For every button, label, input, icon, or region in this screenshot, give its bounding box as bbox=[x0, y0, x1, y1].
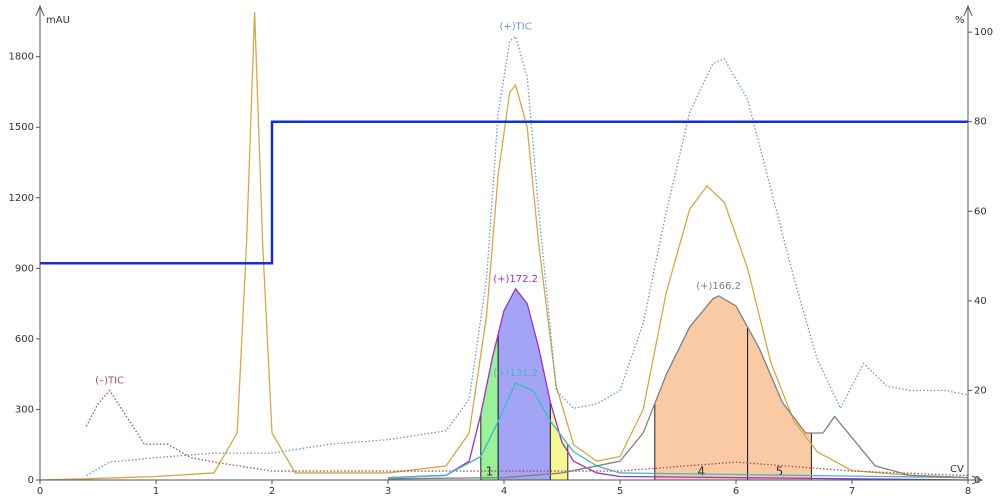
y-tick-label: 1800 bbox=[9, 52, 34, 63]
x-tick-label: 4 bbox=[501, 486, 507, 497]
y-tick-label: 900 bbox=[15, 263, 34, 274]
y-tick-label: 0 bbox=[28, 475, 34, 486]
series-line bbox=[86, 35, 969, 477]
series-line bbox=[387, 295, 969, 480]
x-axis-label: CV bbox=[950, 464, 964, 475]
series-line bbox=[85, 389, 969, 477]
series-line bbox=[387, 382, 969, 479]
y-tick-label: 1200 bbox=[9, 193, 34, 204]
x-tick-label: 3 bbox=[385, 486, 391, 497]
fraction-area bbox=[498, 288, 551, 480]
fraction-area bbox=[550, 402, 568, 480]
fraction-label: 1 bbox=[486, 465, 494, 479]
y2-tick-label: 40 bbox=[974, 296, 987, 307]
x-tick-label: 1 bbox=[153, 486, 159, 497]
y-tick-label: 300 bbox=[15, 404, 34, 415]
series-label: (+)166.2 bbox=[696, 281, 741, 292]
series-line bbox=[40, 120, 968, 265]
x-tick-label: 7 bbox=[849, 486, 855, 497]
fraction-area bbox=[654, 296, 748, 480]
fraction-area bbox=[480, 334, 499, 480]
x-tick-label: 0 bbox=[37, 486, 43, 497]
y2-tick-label: 20 bbox=[974, 385, 987, 396]
y2-tick-label: 100 bbox=[974, 27, 993, 38]
y2-axis-label: % bbox=[955, 15, 965, 26]
x-tick-label: 5 bbox=[617, 486, 623, 497]
series-line bbox=[387, 287, 969, 481]
x-tick-label: 8 bbox=[965, 486, 971, 497]
y2-tick-label: 60 bbox=[974, 206, 987, 217]
series-line bbox=[39, 11, 969, 481]
x-tick-label: 2 bbox=[269, 486, 275, 497]
y-tick-label: 600 bbox=[15, 334, 34, 345]
y-axis-label: mAU bbox=[46, 15, 70, 26]
fraction-label: 4 bbox=[697, 465, 705, 479]
fraction-area bbox=[747, 327, 812, 480]
series-label: (–)TIC bbox=[95, 375, 124, 386]
series-label: (+)TIC bbox=[499, 22, 531, 33]
series-label: (+)172.2 bbox=[493, 274, 538, 285]
y-tick-label: 1500 bbox=[9, 122, 34, 133]
axes bbox=[35, 4, 984, 485]
fraction-label: 5 bbox=[776, 465, 784, 479]
x-tick-label: 6 bbox=[733, 486, 739, 497]
y2-tick-label: 80 bbox=[974, 117, 987, 128]
series-label: (+)131.2 bbox=[493, 368, 538, 379]
